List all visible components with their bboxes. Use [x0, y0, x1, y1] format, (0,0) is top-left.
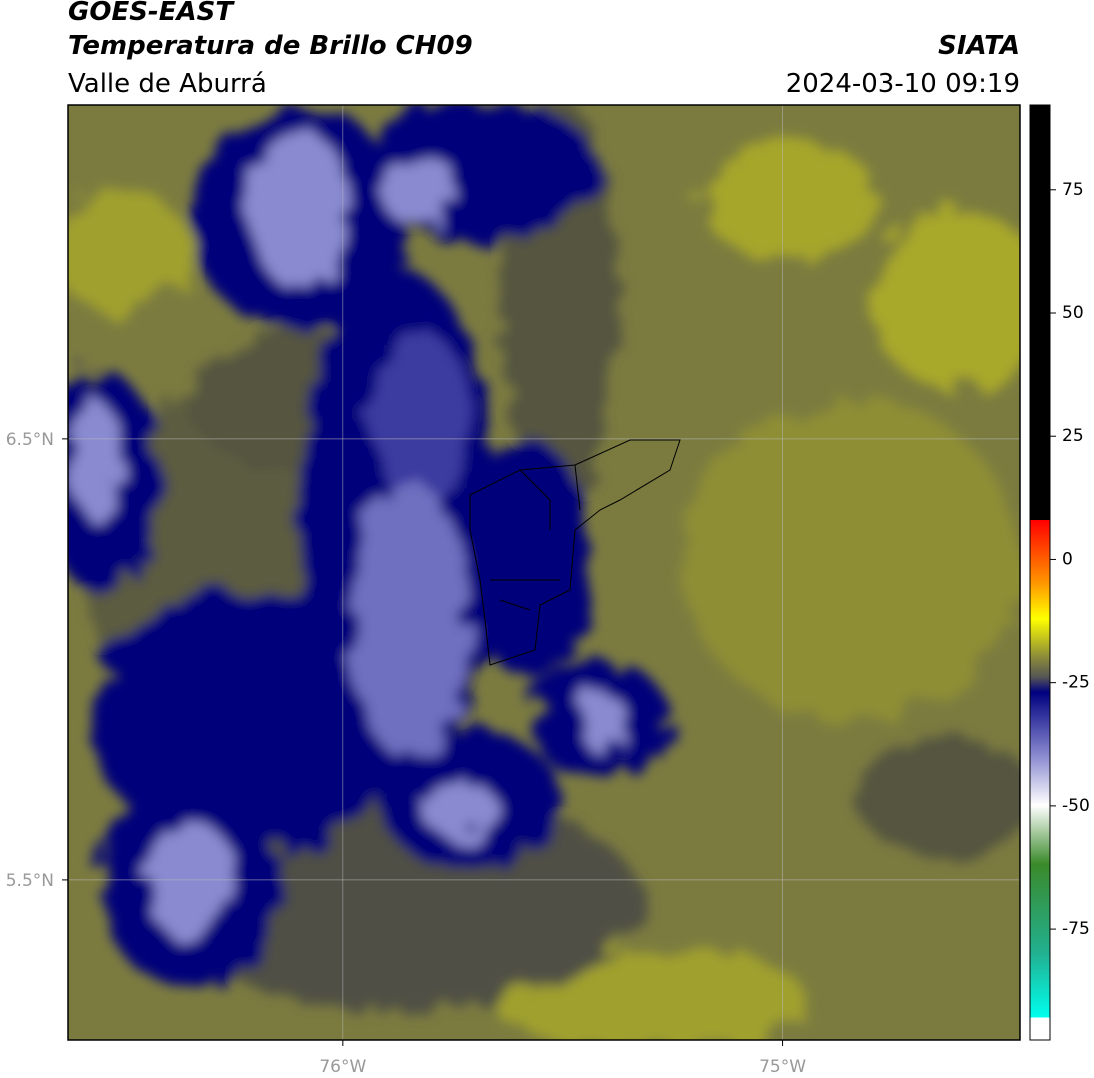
- region: Valle de Aburrá: [68, 69, 267, 99]
- colorbar-tick-label: 0: [1062, 549, 1073, 569]
- source: SIATA: [938, 31, 1020, 61]
- colorbar-tick-label: -75: [1062, 919, 1090, 939]
- lon-tick-label: 76°W: [319, 1057, 366, 1077]
- timestamp: 2024-03-10 09:19: [786, 69, 1020, 99]
- lat-tick-label: 6.5°N: [6, 430, 54, 450]
- colorbar-tick-label: -25: [1062, 673, 1090, 693]
- map-frame: [67, 104, 1021, 1041]
- municipal-boundaries: [469, 439, 681, 666]
- colorbar: [1029, 104, 1051, 1041]
- lon-tick-label: 75°W: [759, 1057, 806, 1077]
- colorbar-tick-label: 50: [1062, 303, 1084, 323]
- satellite-image: [68, 105, 1020, 1040]
- colorbar-tick-label: 25: [1062, 426, 1084, 446]
- colorbar-tick-label: 75: [1062, 180, 1084, 200]
- subtitle: Temperatura de Brillo CH09: [68, 31, 473, 61]
- colorbar-tick-label: -50: [1062, 796, 1090, 816]
- lat-tick-label: 5.5°N: [6, 871, 54, 891]
- title: GOES-EAST: [68, 0, 235, 27]
